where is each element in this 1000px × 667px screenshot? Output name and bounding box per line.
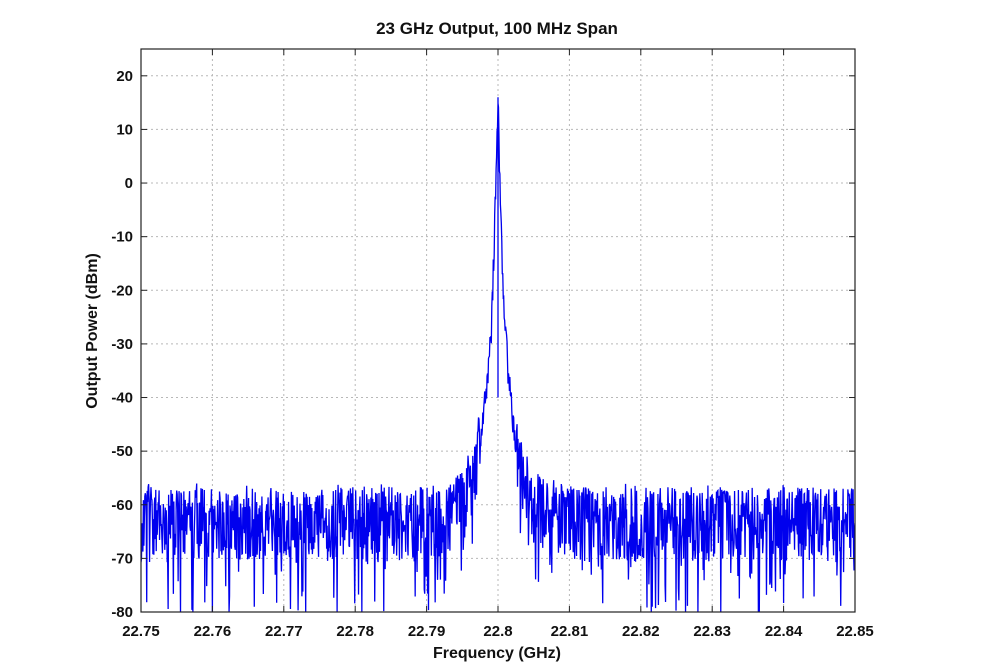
- y-axis-label: Output Power (dBm): [84, 253, 101, 409]
- x-tick-label: 22.82: [622, 623, 660, 640]
- y-tick-label: -10: [111, 229, 133, 246]
- x-tick-label: 22.75: [122, 623, 160, 640]
- x-tick-label: 22.76: [194, 623, 232, 640]
- y-tick-label: -40: [111, 390, 133, 407]
- x-tick-label: 22.79: [408, 623, 446, 640]
- y-tick-label: 10: [116, 121, 133, 138]
- x-tick-label: 22.77: [265, 623, 303, 640]
- y-tick-label: -30: [111, 336, 133, 353]
- x-tick-labels: 22.75 22.76 22.77 22.78 22.79 22.8 22.81 22.82 2…: [122, 623, 874, 640]
- x-tick-label: 22.81: [551, 623, 589, 640]
- spectrum-trace: [141, 97, 855, 612]
- y-tick-labels: -80 -70 -60 -50 -40 -30 -20 -10 0 10 20: [111, 68, 133, 621]
- y-tick-label: -70: [111, 550, 133, 567]
- y-tick-label: -60: [111, 497, 133, 514]
- y-tick-label: 20: [116, 68, 133, 85]
- y-tick-label: -50: [111, 443, 133, 460]
- x-tick-label: 22.8: [483, 623, 512, 640]
- x-tick-label: 22.83: [693, 623, 731, 640]
- y-tick-label: -20: [111, 282, 133, 299]
- x-tick-label: 22.85: [836, 623, 874, 640]
- chart-title: 23 GHz Output, 100 MHz Span: [376, 19, 618, 38]
- y-tick-label: 0: [125, 175, 133, 192]
- x-tick-label: 22.78: [336, 623, 374, 640]
- x-tick-label: 22.84: [765, 623, 803, 640]
- x-axis-label: Frequency (GHz): [433, 645, 561, 662]
- trace-layer: [141, 97, 855, 612]
- axis-ticks: [140, 49, 856, 613]
- y-tick-label: -80: [111, 604, 133, 621]
